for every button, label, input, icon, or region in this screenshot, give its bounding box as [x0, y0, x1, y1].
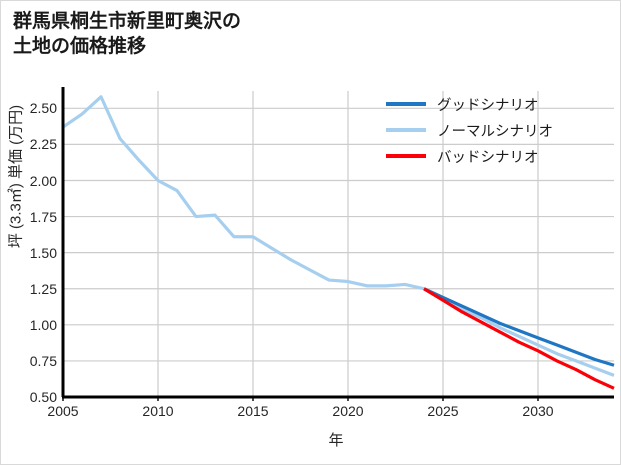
- x-tick-label: 2030: [522, 403, 554, 419]
- legend-item: バッドシナリオ: [386, 143, 614, 169]
- legend-label: ノーマルシナリオ: [437, 123, 553, 140]
- y-tick-label: 2.50: [29, 100, 57, 117]
- legend-item: グッドシナリオ: [386, 91, 614, 117]
- y-tick-label: 1.75: [29, 208, 57, 225]
- x-tick-label: 2025: [427, 403, 459, 419]
- series-line: [423, 287, 615, 390]
- legend-color-swatch: [386, 128, 426, 132]
- series-line: [423, 287, 615, 367]
- legend-label: グッドシナリオ: [437, 97, 539, 114]
- legend-label: バッドシナリオ: [437, 149, 539, 166]
- y-tick-label: 0.75: [29, 352, 57, 369]
- x-tick-label: 2005: [47, 403, 79, 419]
- x-tick-label: 2010: [142, 403, 174, 419]
- x-tick-label: 2015: [237, 403, 269, 419]
- x-tick-label: 2020: [332, 403, 364, 419]
- y-tick-label: 2.25: [29, 136, 57, 153]
- y-tick-label: 0.50: [29, 389, 57, 405]
- page-title: 群馬県桐生市新里町奥沢の 土地の価格推移: [13, 11, 242, 58]
- series-line: [62, 95, 615, 377]
- legend-color-swatch: [386, 102, 426, 106]
- legend-color-swatch: [386, 154, 426, 158]
- y-axis-label: 坪 (3.3㎡) 単価 (万円): [7, 104, 25, 249]
- legend-item: ノーマルシナリオ: [386, 117, 614, 143]
- y-tick-label: 1.00: [29, 316, 57, 333]
- y-tick-label: 1.50: [29, 244, 57, 261]
- x-axis-label: 年: [328, 432, 344, 449]
- y-tick-label: 2.00: [29, 172, 57, 189]
- chart-legend: グッドシナリオ ノーマルシナリオ バッドシナリオ: [386, 91, 614, 169]
- y-tick-label: 1.25: [29, 280, 57, 297]
